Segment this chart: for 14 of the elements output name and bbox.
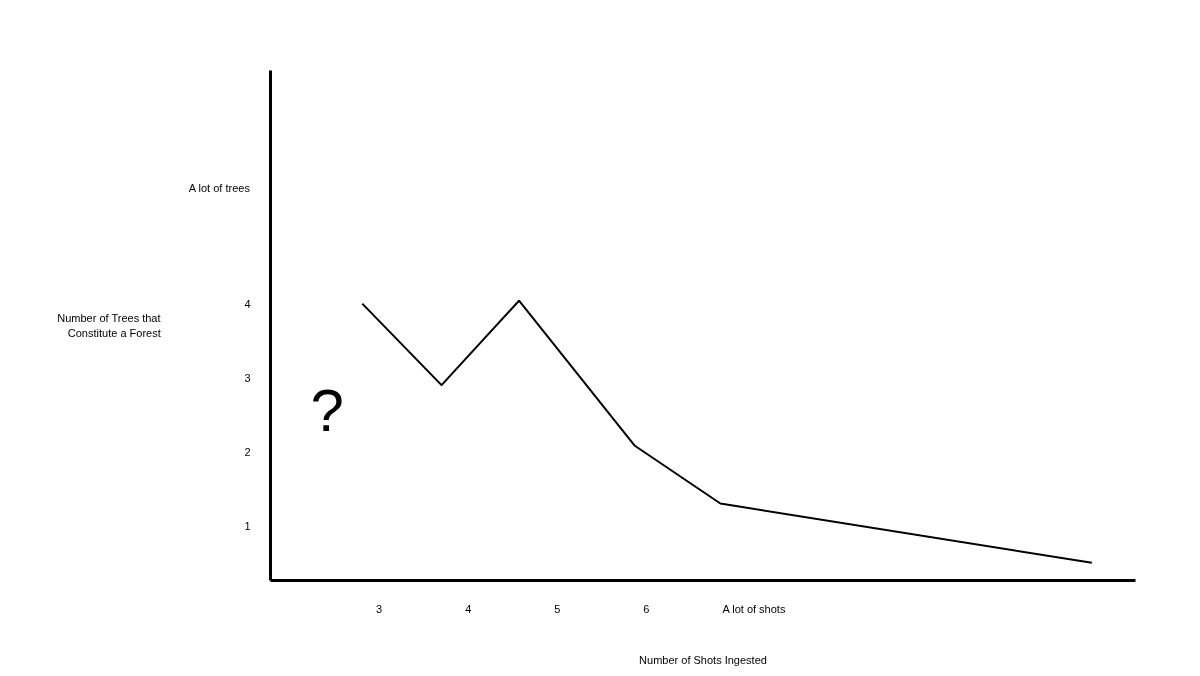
x-tick-label: 4 (465, 602, 472, 615)
y-tick-label: 2 (244, 446, 251, 459)
y-tick-label: A lot of trees (188, 182, 251, 195)
x-tick-label: 5 (554, 602, 561, 615)
y-axis-title: Number of Trees that Constitute a Forest (57, 312, 161, 339)
annotation: ? (310, 377, 344, 444)
x-tick-label: 3 (376, 602, 383, 615)
y-tick-label: 4 (244, 298, 251, 311)
x-axis-title: Number of Shots Ingested (639, 653, 767, 666)
line-series (361, 299, 1093, 564)
y-tick-label: 1 (244, 520, 251, 533)
x-tick-label: 6 (643, 602, 650, 615)
y-tick-label: 3 (244, 372, 251, 385)
x-tick-label: A lot of shots (722, 602, 786, 615)
